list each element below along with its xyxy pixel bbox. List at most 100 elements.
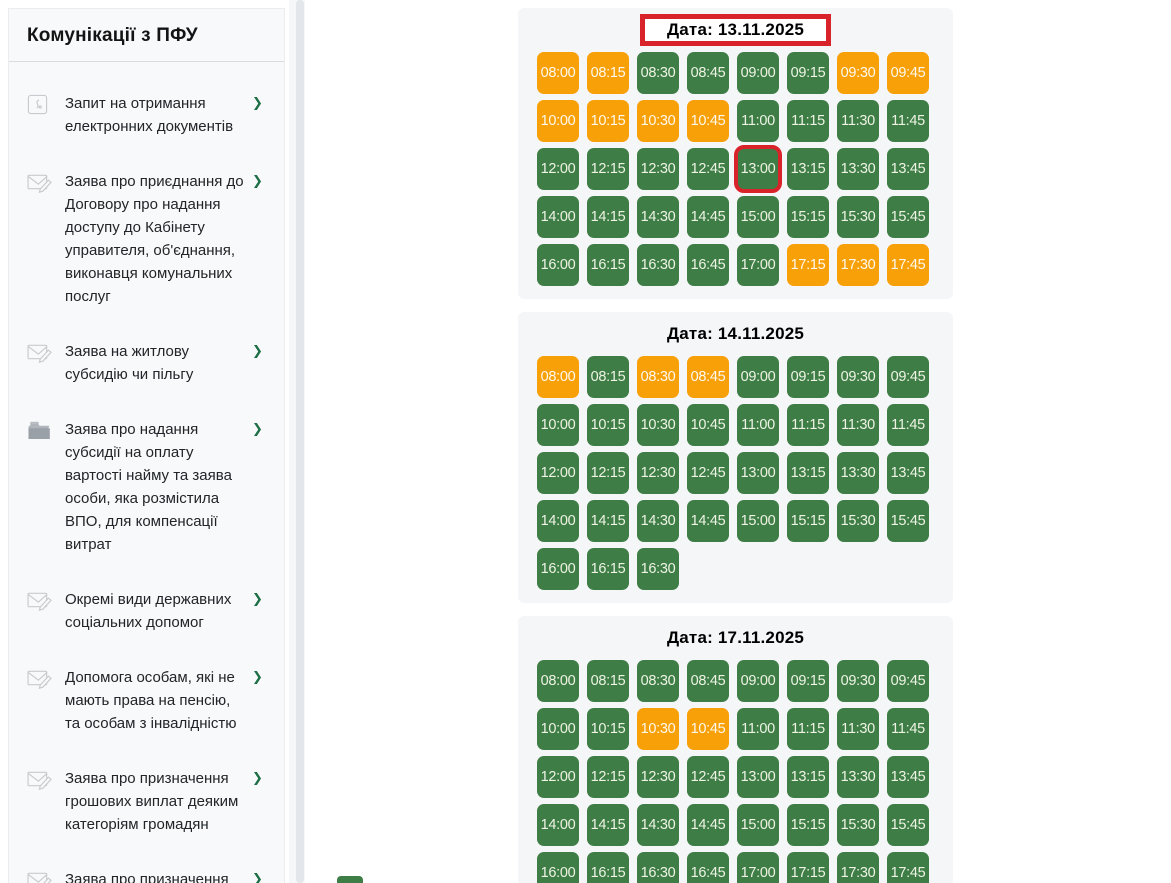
sidebar-menu-item[interactable]: Заява про призначення грошових виплат де… bbox=[27, 767, 268, 836]
time-slot-button[interactable]: 11:30 bbox=[837, 708, 879, 750]
time-slot-button[interactable]: 09:30 bbox=[837, 52, 879, 94]
time-slot-button[interactable]: 09:15 bbox=[787, 660, 829, 702]
time-slot-button[interactable]: 14:45 bbox=[687, 804, 729, 846]
time-slot-button[interactable]: 16:30 bbox=[637, 548, 679, 590]
time-slot-button[interactable]: 09:45 bbox=[887, 52, 929, 94]
time-slot-button[interactable]: 12:15 bbox=[587, 148, 629, 190]
time-slot-button[interactable]: 15:45 bbox=[887, 196, 929, 238]
time-slot-button[interactable]: 09:30 bbox=[837, 660, 879, 702]
time-slot-button[interactable]: 17:15 bbox=[787, 852, 829, 883]
time-slot-button[interactable]: 14:30 bbox=[637, 196, 679, 238]
time-slot-button[interactable]: 16:15 bbox=[587, 244, 629, 286]
time-slot-button[interactable]: 14:15 bbox=[587, 804, 629, 846]
time-slot-button[interactable]: 08:45 bbox=[687, 52, 729, 94]
time-slot-button[interactable]: 13:15 bbox=[787, 452, 829, 494]
time-slot-button[interactable]: 08:15 bbox=[587, 660, 629, 702]
time-slot-button[interactable]: 17:00 bbox=[737, 244, 779, 286]
time-slot-button[interactable]: 17:30 bbox=[837, 244, 879, 286]
time-slot-button[interactable]: 08:00 bbox=[537, 660, 579, 702]
time-slot-button[interactable]: 14:45 bbox=[687, 500, 729, 542]
sidebar-menu-item[interactable]: Заява про надання субсидії на оплату вар… bbox=[27, 418, 268, 556]
time-slot-button[interactable]: 12:15 bbox=[587, 756, 629, 798]
time-slot-button[interactable]: 12:00 bbox=[537, 452, 579, 494]
time-slot-button[interactable]: 08:30 bbox=[637, 52, 679, 94]
time-slot-button[interactable]: 15:30 bbox=[837, 500, 879, 542]
time-slot-button[interactable]: 10:45 bbox=[687, 708, 729, 750]
time-slot-button[interactable]: 14:00 bbox=[537, 804, 579, 846]
time-slot-button[interactable]: 09:45 bbox=[887, 660, 929, 702]
time-slot-button[interactable]: 14:15 bbox=[587, 196, 629, 238]
time-slot-button[interactable]: 13:30 bbox=[837, 756, 879, 798]
time-slot-button[interactable]: 12:45 bbox=[687, 452, 729, 494]
time-slot-button[interactable]: 15:00 bbox=[737, 804, 779, 846]
time-slot-button[interactable]: 08:30 bbox=[637, 356, 679, 398]
time-slot-button[interactable]: 16:30 bbox=[637, 852, 679, 883]
time-slot-button[interactable]: 16:00 bbox=[537, 548, 579, 590]
time-slot-button[interactable]: 13:15 bbox=[787, 148, 829, 190]
time-slot-button[interactable]: 09:00 bbox=[737, 356, 779, 398]
sidebar-menu-item[interactable]: Допомога особам, які не мають права на п… bbox=[27, 666, 268, 735]
time-slot-button[interactable]: 16:15 bbox=[587, 852, 629, 883]
time-slot-button[interactable]: 15:30 bbox=[837, 196, 879, 238]
time-slot-button[interactable]: 10:15 bbox=[587, 404, 629, 446]
time-slot-button[interactable]: 15:30 bbox=[837, 804, 879, 846]
time-slot-button[interactable]: 16:00 bbox=[537, 244, 579, 286]
sidebar-menu-item[interactable]: Заява про приєднання до Договору про над… bbox=[27, 170, 268, 308]
time-slot-button[interactable]: 09:00 bbox=[737, 660, 779, 702]
time-slot-button[interactable]: 16:30 bbox=[637, 244, 679, 286]
time-slot-button[interactable]: 15:15 bbox=[787, 804, 829, 846]
time-slot-button[interactable]: 16:15 bbox=[587, 548, 629, 590]
time-slot-button[interactable]: 11:45 bbox=[887, 404, 929, 446]
time-slot-button[interactable]: 14:00 bbox=[537, 500, 579, 542]
time-slot-button[interactable]: 15:45 bbox=[887, 804, 929, 846]
time-slot-button[interactable]: 15:15 bbox=[787, 196, 829, 238]
time-slot-button[interactable]: 13:45 bbox=[887, 452, 929, 494]
time-slot-button[interactable]: 13:15 bbox=[787, 756, 829, 798]
time-slot-button[interactable]: 16:00 bbox=[537, 852, 579, 883]
time-slot-button[interactable]: 10:00 bbox=[537, 404, 579, 446]
time-slot-button[interactable]: 12:00 bbox=[537, 756, 579, 798]
scrollbar-thumb[interactable] bbox=[296, 0, 304, 883]
time-slot-button[interactable]: 11:30 bbox=[837, 100, 879, 142]
time-slot-button[interactable]: 11:45 bbox=[887, 708, 929, 750]
time-slot-button[interactable]: 11:00 bbox=[737, 100, 779, 142]
time-slot-button[interactable]: 10:30 bbox=[637, 708, 679, 750]
time-slot-button[interactable]: 09:15 bbox=[787, 52, 829, 94]
time-slot-button[interactable]: 17:45 bbox=[887, 244, 929, 286]
time-slot-button[interactable]: 12:45 bbox=[687, 756, 729, 798]
time-slot-button[interactable]: 10:30 bbox=[637, 100, 679, 142]
time-slot-button[interactable]: 08:45 bbox=[687, 356, 729, 398]
time-slot-button[interactable]: 15:00 bbox=[737, 196, 779, 238]
time-slot-button[interactable]: 10:15 bbox=[587, 100, 629, 142]
time-slot-button[interactable]: 15:45 bbox=[887, 500, 929, 542]
time-slot-button[interactable]: 09:30 bbox=[837, 356, 879, 398]
time-slot-button[interactable]: 12:30 bbox=[637, 452, 679, 494]
time-slot-button[interactable]: 16:45 bbox=[687, 852, 729, 883]
sidebar-menu-item[interactable]: Запит на отримання електронних документі… bbox=[27, 92, 268, 138]
time-slot-button[interactable]: 12:15 bbox=[587, 452, 629, 494]
time-slot-button[interactable]: 13:45 bbox=[887, 756, 929, 798]
time-slot-button[interactable]: 12:30 bbox=[637, 756, 679, 798]
time-slot-button[interactable]: 08:30 bbox=[637, 660, 679, 702]
time-slot-button[interactable]: 12:45 bbox=[687, 148, 729, 190]
time-slot-button[interactable]: 11:45 bbox=[887, 100, 929, 142]
time-slot-button[interactable]: 11:00 bbox=[737, 708, 779, 750]
time-slot-button[interactable]: 08:00 bbox=[537, 356, 579, 398]
time-slot-button[interactable]: 16:45 bbox=[687, 244, 729, 286]
sidebar-menu-item[interactable]: Заява на житлову субсидію чи пільгу bbox=[27, 340, 268, 386]
time-slot-button[interactable]: 10:45 bbox=[687, 404, 729, 446]
time-slot-button[interactable]: 15:15 bbox=[787, 500, 829, 542]
time-slot-button[interactable]: 12:30 bbox=[637, 148, 679, 190]
time-slot-button[interactable]: 17:45 bbox=[887, 852, 929, 883]
time-slot-button[interactable]: 17:30 bbox=[837, 852, 879, 883]
time-slot-button[interactable]: 10:15 bbox=[587, 708, 629, 750]
time-slot-button[interactable]: 15:00 bbox=[737, 500, 779, 542]
time-slot-button[interactable]: 11:15 bbox=[787, 404, 829, 446]
time-slot-button[interactable]: 14:45 bbox=[687, 196, 729, 238]
time-slot-button[interactable]: 17:15 bbox=[787, 244, 829, 286]
time-slot-button[interactable]: 08:15 bbox=[587, 356, 629, 398]
time-slot-button[interactable]: 13:30 bbox=[837, 452, 879, 494]
time-slot-button[interactable]: 11:30 bbox=[837, 404, 879, 446]
time-slot-button[interactable]: 10:45 bbox=[687, 100, 729, 142]
time-slot-button[interactable]: 14:30 bbox=[637, 804, 679, 846]
